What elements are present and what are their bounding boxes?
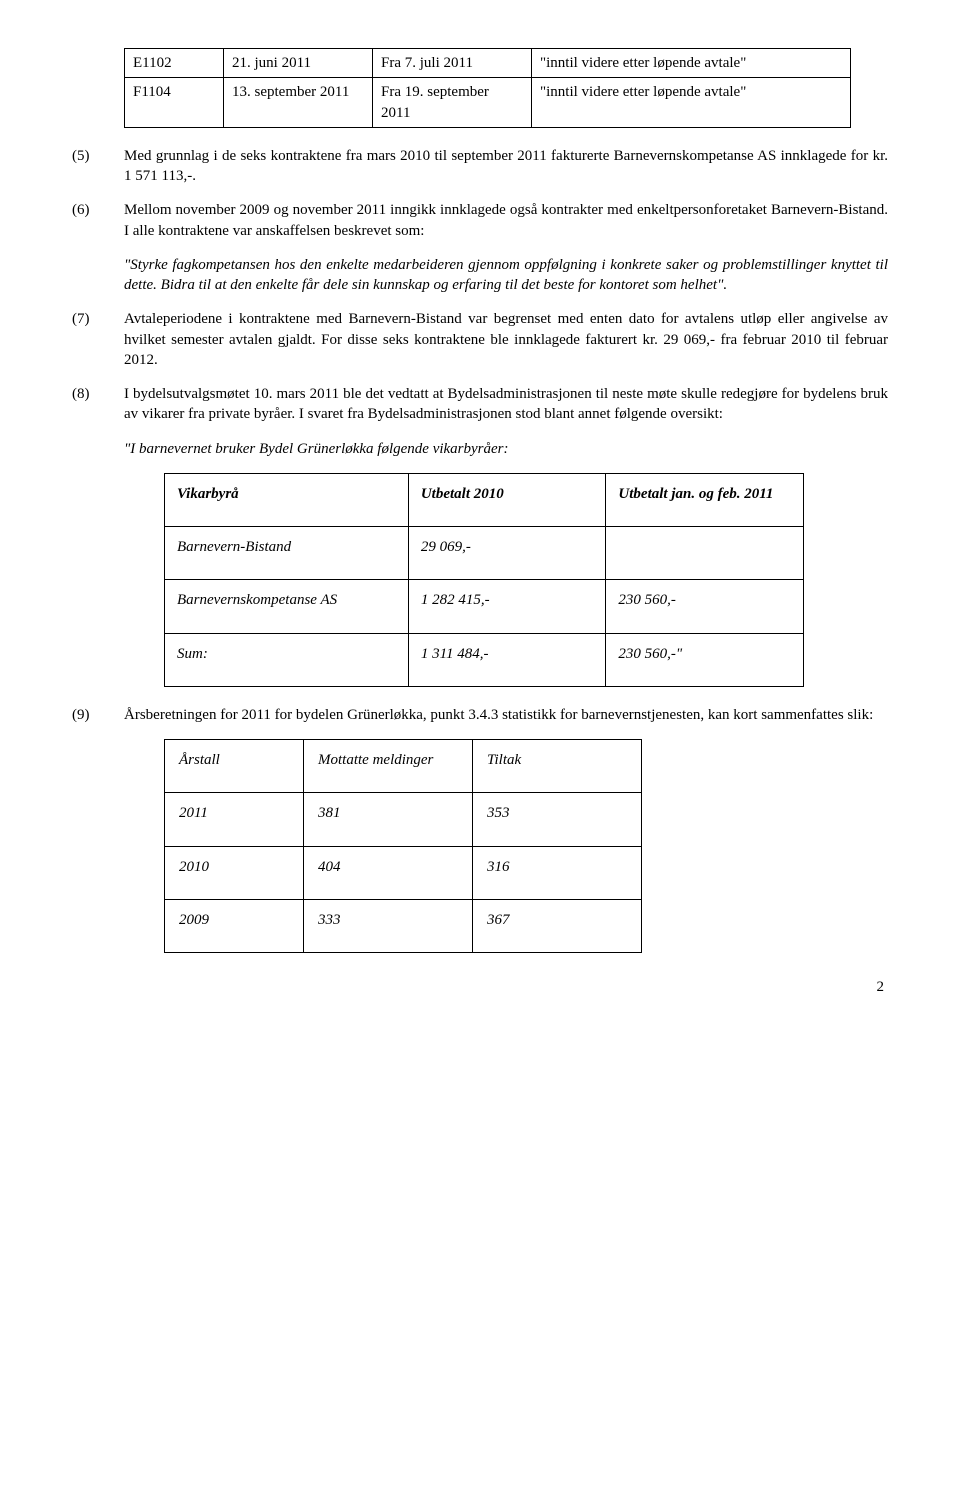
cell: 381 [304,793,473,846]
paragraph-body: Mellom november 2009 og november 2011 in… [124,200,888,241]
vikarbyra-table: Vikarbyrå Utbetalt 2010 Utbetalt jan. og… [164,473,804,687]
paragraph-9: (9) Årsberetningen for 2011 for bydelen … [72,705,888,725]
cell: Fra 19. september 2011 [373,78,532,128]
table-row: Barnevern-Bistand 29 069,- [165,527,804,580]
column-header: Utbetalt 2010 [408,473,606,526]
cell: Barnevern-Bistand [165,527,409,580]
paragraph-body: Årsberetningen for 2011 for bydelen Grün… [124,705,888,725]
table-row: Barnevernskompetanse AS 1 282 415,- 230 … [165,580,804,633]
quote-1: "Styrke fagkompetansen hos den enkelte m… [124,255,888,296]
cell: 2010 [165,846,304,899]
paragraph-body: Avtaleperiodene i kontraktene med Barnev… [124,309,888,370]
cell: 230 560,- [606,580,804,633]
table-row: 2011 381 353 [165,793,642,846]
table-header-row: Årstall Mottatte meldinger Tiltak [165,740,642,793]
contract-table: E1102 21. juni 2011 Fra 7. juli 2011 "in… [124,48,851,128]
cell: 21. juni 2011 [224,49,373,78]
cell: 316 [473,846,642,899]
paragraph-8: (8) I bydelsutvalgsmøtet 10. mars 2011 b… [72,384,888,425]
column-header: Mottatte meldinger [304,740,473,793]
quote-2: "I barnevernet bruker Bydel Grünerløkka … [124,439,888,459]
cell: 333 [304,899,473,952]
table-header-row: Vikarbyrå Utbetalt 2010 Utbetalt jan. og… [165,473,804,526]
column-header: Tiltak [473,740,642,793]
cell: 1 282 415,- [408,580,606,633]
cell: 2009 [165,899,304,952]
cell: 13. september 2011 [224,78,373,128]
cell: Fra 7. juli 2011 [373,49,532,78]
cell: E1102 [125,49,224,78]
paragraph-body: I bydelsutvalgsmøtet 10. mars 2011 ble d… [124,384,888,425]
cell: Barnevernskompetanse AS [165,580,409,633]
cell: 353 [473,793,642,846]
cell [606,527,804,580]
table-row: 2010 404 316 [165,846,642,899]
table-row: Sum: 1 311 484,- 230 560,-" [165,633,804,686]
paragraph-number: (9) [72,705,124,725]
column-header: Utbetalt jan. og feb. 2011 [606,473,804,526]
paragraph-body: Med grunnlag i de seks kontraktene fra m… [124,146,888,187]
paragraph-number: (6) [72,200,124,241]
column-header: Årstall [165,740,304,793]
table-row: E1102 21. juni 2011 Fra 7. juli 2011 "in… [125,49,851,78]
cell: "inntil videre etter løpende avtale" [532,49,851,78]
paragraph-number: (7) [72,309,124,370]
table-row: F1104 13. september 2011 Fra 19. septemb… [125,78,851,128]
cell: Sum: [165,633,409,686]
cell: 230 560,-" [606,633,804,686]
cell: 29 069,- [408,527,606,580]
cell: "inntil videre etter løpende avtale" [532,78,851,128]
cell: 2011 [165,793,304,846]
column-header: Vikarbyrå [165,473,409,526]
paragraph-7: (7) Avtaleperiodene i kontraktene med Ba… [72,309,888,370]
paragraph-6: (6) Mellom november 2009 og november 201… [72,200,888,241]
paragraph-number: (5) [72,146,124,187]
paragraph-number: (8) [72,384,124,425]
cell: 367 [473,899,642,952]
cell: F1104 [125,78,224,128]
paragraph-5: (5) Med grunnlag i de seks kontraktene f… [72,146,888,187]
page-number: 2 [72,977,888,997]
table-row: 2009 333 367 [165,899,642,952]
cell: 1 311 484,- [408,633,606,686]
stats-table: Årstall Mottatte meldinger Tiltak 2011 3… [164,739,642,953]
cell: 404 [304,846,473,899]
